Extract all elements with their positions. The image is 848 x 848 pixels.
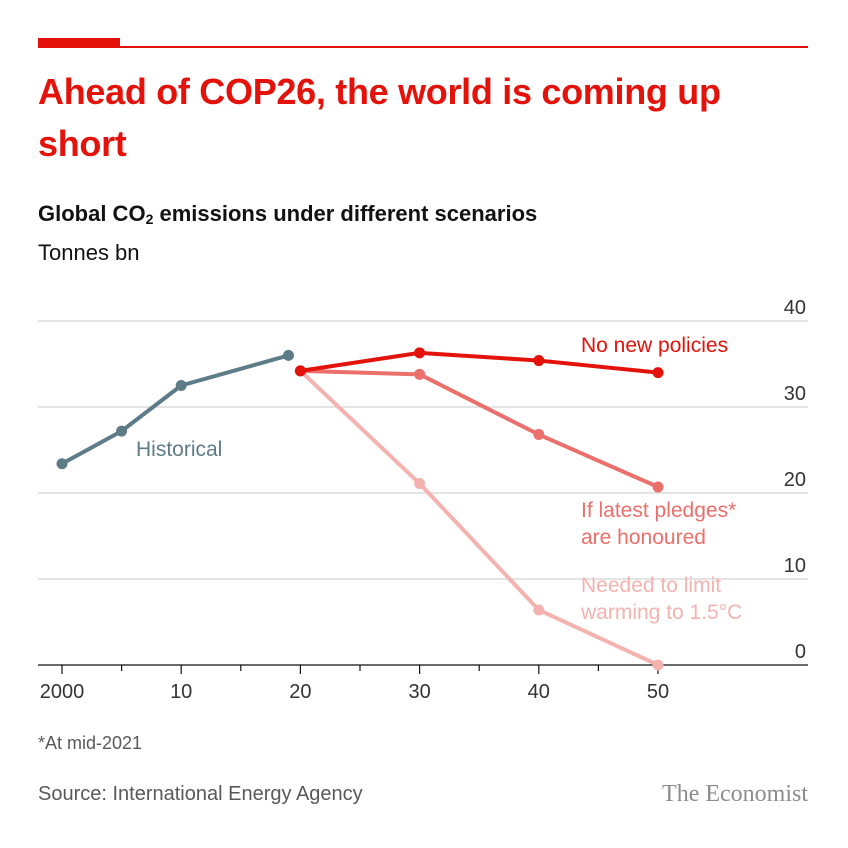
data-point (175, 380, 187, 391)
series-label-pledges-line1: If latest pledges* (581, 499, 736, 522)
series-label-limit-line1: Needed to limit (581, 574, 721, 597)
y-tick-label: 20 (784, 469, 806, 491)
data-point (652, 367, 664, 379)
data-point (294, 365, 306, 377)
top-rule (38, 46, 808, 48)
chart-headline: Ahead of COP26, the world is coming up s… (38, 71, 721, 164)
y-tick-label: 30 (784, 383, 806, 405)
series-label-limit-line2: warming to 1.5°C (580, 601, 742, 624)
subtitle-text-post: emissions under different scenarios (153, 201, 538, 226)
series-label-historical: Historical (136, 438, 222, 461)
data-point (414, 368, 426, 380)
brand-accent-tag (38, 38, 120, 48)
data-point (414, 347, 426, 359)
data-point (533, 355, 545, 367)
data-point (56, 458, 68, 470)
data-point (414, 478, 426, 490)
data-point (652, 481, 664, 493)
y-tick-label: 10 (784, 555, 806, 577)
data-point (652, 659, 664, 671)
unit-label: Tonnes bn (38, 240, 140, 265)
x-tick-label: 50 (647, 681, 669, 703)
series-line (60, 353, 291, 466)
x-tick-label: 30 (408, 681, 430, 703)
y-tick-label: 0 (795, 641, 806, 663)
source-note: Source: International Energy Agency (38, 783, 363, 805)
data-point (533, 604, 545, 616)
chart-subtitle: Global CO2 emissions under different sce… (38, 201, 537, 227)
x-tick-label: 40 (528, 681, 550, 703)
series-line (298, 368, 660, 667)
series-line (298, 350, 660, 375)
data-point (533, 429, 545, 441)
series-label-pledges-line2: are honoured (581, 526, 706, 549)
subtitle-subscript: 2 (145, 211, 154, 227)
data-point (282, 349, 294, 361)
x-tick-label: 2000 (40, 681, 85, 703)
x-tick-label: 10 (170, 681, 192, 703)
x-tick-label: 20 (289, 681, 311, 703)
footnote: *At mid-2021 (38, 733, 143, 753)
series-line (298, 368, 660, 489)
subtitle-text-pre: Global CO (38, 201, 146, 226)
series-label-no-new-policies: No new policies (581, 334, 728, 357)
y-tick-label: 40 (784, 297, 806, 319)
data-point (116, 425, 128, 437)
brand-logo: The Economist (662, 781, 808, 807)
